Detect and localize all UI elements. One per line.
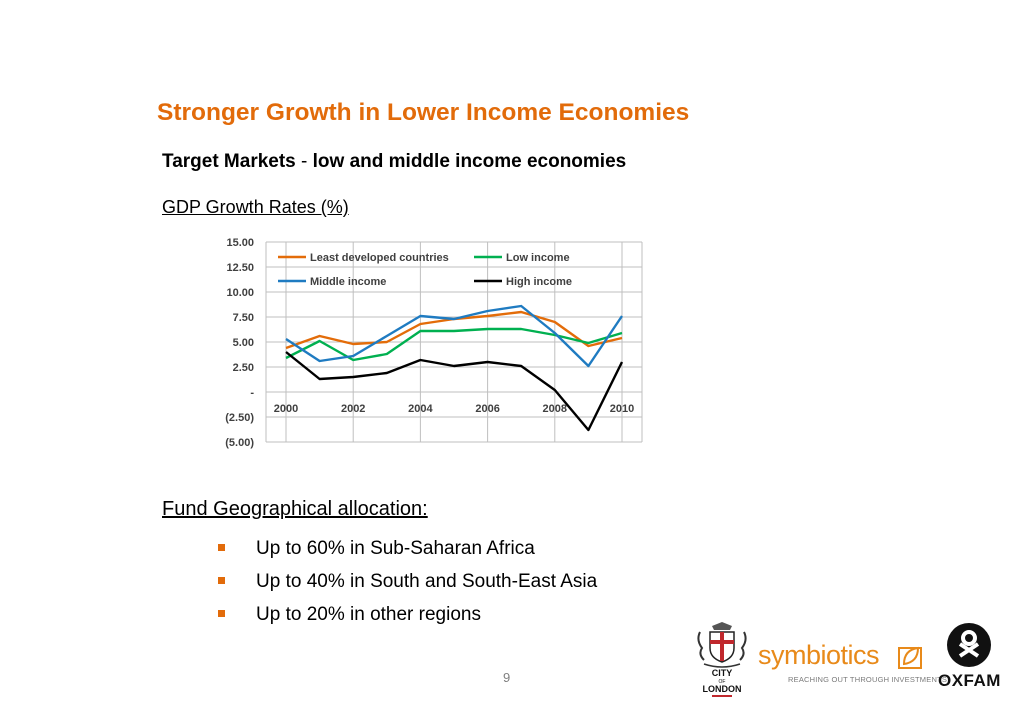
symbiotics-leaf-icon	[898, 646, 922, 669]
x-tick-label: 2006	[475, 403, 499, 415]
city-of-london-crest-icon: CITY OF LONDON	[697, 622, 747, 697]
y-tick-label: 10.00	[226, 287, 254, 299]
gdp-growth-label: GDP Growth Rates (%)	[162, 197, 349, 217]
y-tick-label: (5.00)	[225, 437, 254, 449]
x-tick-label: 2004	[408, 403, 433, 415]
x-tick-label: 2010	[610, 403, 634, 415]
allocation-item-text: Up to 20% in other regions	[256, 603, 481, 625]
oxfam-logo: OXFAM	[936, 622, 1006, 692]
subtitle-separator: -	[295, 151, 313, 172]
legend-label: High income	[506, 276, 572, 288]
x-tick-label: 2000	[274, 403, 298, 415]
symbiotics-logo: symbiotics REACHING OUT THROUGH INVESTME…	[758, 640, 947, 690]
x-tick-label: 2002	[341, 403, 365, 415]
allocation-list: Up to 60% in Sub-Saharan Africa Up to 40…	[218, 532, 597, 631]
legend-label: Least developed countries	[310, 252, 449, 264]
y-tick-label: 12.50	[226, 262, 254, 274]
y-tick-label: 2.50	[233, 362, 254, 374]
city-of-london-logo: CITY OF LONDON	[690, 620, 754, 705]
subtitle-economies: low and middle income economies	[312, 151, 627, 172]
of-text: OF	[719, 679, 726, 685]
symbiotics-wordmark: symbiotics	[758, 640, 880, 670]
oxfam-wordmark: OXFAM	[938, 671, 1001, 690]
y-tick-label: -	[250, 387, 254, 399]
y-tick-label: 15.00	[226, 237, 254, 249]
series-line	[285, 351, 624, 432]
legend-label: Middle income	[310, 276, 386, 288]
list-item: Up to 60% in Sub-Saharan Africa	[218, 532, 597, 565]
bullet-square-icon	[218, 544, 225, 551]
gdp-growth-chart: 15.00 12.50 10.00 7.50 5.00 2.50 - (2.50) (5.00)…	[225, 237, 643, 449]
y-tick-label: 7.50	[233, 312, 254, 324]
london-text: LONDON	[703, 684, 742, 694]
symbiotics-tagline: REACHING OUT THROUGH INVESTMENTS	[788, 675, 948, 684]
list-item: Up to 20% in other regions	[218, 598, 597, 631]
list-item: Up to 40% in South and South-East Asia	[218, 565, 597, 598]
allocation-item-text: Up to 40% in South and South-East Asia	[256, 570, 598, 592]
legend-label: Low income	[506, 252, 570, 264]
x-tick-label: 2008	[543, 403, 567, 415]
y-tick-label: (2.50)	[225, 412, 254, 424]
bullet-square-icon	[218, 577, 225, 584]
oxfam-circle-icon	[947, 623, 991, 667]
allocation-item-text: Up to 60% in Sub-Saharan Africa	[256, 537, 535, 559]
slide-subtitle: Target Markets - low and middle income e…	[162, 151, 626, 173]
series-line	[285, 327, 623, 362]
page-number: 9	[503, 670, 511, 685]
allocation-heading: Fund Geographical allocation:	[162, 498, 428, 520]
y-tick-label: 5.00	[233, 337, 254, 349]
slide-title: Stronger Growth in Lower Income Economie…	[157, 99, 690, 126]
subtitle-target-markets: Target Markets	[162, 151, 296, 172]
city-text: CITY	[712, 668, 733, 678]
series-line	[285, 304, 623, 368]
bullet-square-icon	[218, 610, 225, 617]
